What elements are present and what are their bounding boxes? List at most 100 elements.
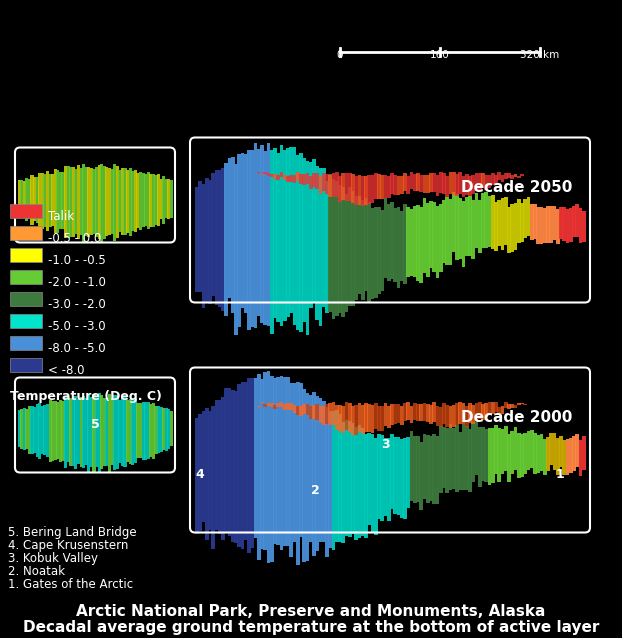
Bar	[28, 406, 31, 454]
Bar	[578, 440, 582, 475]
Bar	[279, 376, 283, 550]
Bar	[111, 398, 114, 465]
Bar	[439, 204, 442, 272]
Bar	[413, 205, 417, 277]
Bar	[371, 209, 374, 299]
Bar	[149, 174, 152, 227]
Bar	[170, 180, 173, 218]
Bar	[149, 404, 152, 457]
Bar	[328, 403, 332, 426]
Bar	[302, 404, 306, 414]
Bar	[139, 403, 142, 457]
Bar	[299, 174, 303, 184]
Bar	[283, 404, 287, 410]
Bar	[35, 177, 39, 223]
Bar	[471, 200, 475, 259]
Bar	[322, 406, 325, 425]
Bar	[341, 187, 345, 316]
Bar	[384, 403, 388, 426]
Bar	[41, 406, 44, 454]
Bar	[126, 401, 129, 462]
Bar	[17, 410, 21, 447]
Bar	[367, 433, 371, 525]
Bar	[44, 404, 47, 456]
Bar	[494, 425, 498, 473]
Bar	[364, 434, 368, 538]
Text: -1.0 - -0.5: -1.0 - -0.5	[48, 255, 106, 267]
Bar	[299, 383, 303, 537]
Bar	[562, 207, 566, 241]
Bar	[286, 403, 290, 410]
Bar	[348, 403, 351, 432]
Bar	[167, 179, 170, 219]
Bar	[478, 172, 481, 189]
Bar	[276, 403, 280, 407]
Bar	[215, 400, 218, 530]
Bar	[371, 175, 374, 202]
Text: Decade 2050: Decade 2050	[461, 180, 572, 195]
Bar	[504, 402, 508, 408]
Bar	[254, 378, 258, 538]
Text: Arctic National Park, Preserve and Monuments, Alaska: Arctic National Park, Preserve and Monum…	[77, 604, 545, 619]
Bar	[371, 434, 374, 533]
Bar	[59, 172, 62, 229]
Bar	[345, 420, 348, 535]
Bar	[507, 434, 511, 482]
Bar	[95, 167, 98, 237]
Bar	[485, 429, 488, 482]
Bar	[276, 175, 280, 180]
Bar	[452, 191, 455, 252]
Bar	[536, 434, 540, 473]
Bar	[295, 155, 300, 330]
Bar	[507, 404, 511, 409]
Bar	[312, 159, 316, 303]
Bar	[497, 406, 501, 415]
Bar	[475, 193, 478, 248]
Bar	[406, 207, 410, 277]
Bar	[257, 374, 261, 560]
Bar	[134, 399, 137, 463]
Bar	[292, 383, 296, 542]
Bar	[157, 174, 160, 226]
Bar	[546, 205, 550, 242]
Bar	[400, 175, 404, 194]
Bar	[406, 177, 410, 194]
Bar	[377, 207, 381, 294]
Bar	[328, 174, 332, 311]
Bar	[504, 197, 508, 245]
Bar	[358, 197, 361, 293]
Bar	[384, 198, 388, 278]
Bar	[552, 205, 556, 240]
Bar	[462, 176, 465, 197]
Bar	[517, 433, 521, 478]
Bar	[202, 184, 205, 308]
Bar	[69, 398, 72, 466]
Bar	[387, 406, 391, 428]
Bar	[452, 172, 455, 195]
Bar	[105, 397, 108, 466]
Bar	[270, 174, 274, 177]
Text: Temperature (Deg. C): Temperature (Deg. C)	[10, 390, 162, 403]
Bar	[72, 167, 75, 237]
Bar	[118, 400, 121, 463]
Bar	[485, 175, 488, 189]
Bar	[582, 436, 585, 470]
Bar	[286, 378, 290, 545]
Bar	[510, 404, 514, 408]
Bar	[582, 211, 585, 242]
Bar	[309, 406, 312, 419]
Bar	[432, 202, 436, 272]
Bar	[82, 164, 85, 242]
Bar	[468, 403, 471, 423]
Bar	[108, 168, 111, 235]
Bar	[154, 406, 157, 454]
Bar	[367, 404, 371, 432]
Bar	[312, 173, 316, 188]
Bar	[387, 438, 391, 521]
Bar	[147, 172, 150, 230]
Bar	[165, 408, 168, 451]
Bar	[126, 170, 129, 233]
Bar	[403, 403, 407, 421]
Bar	[549, 205, 553, 243]
Bar	[458, 198, 462, 258]
